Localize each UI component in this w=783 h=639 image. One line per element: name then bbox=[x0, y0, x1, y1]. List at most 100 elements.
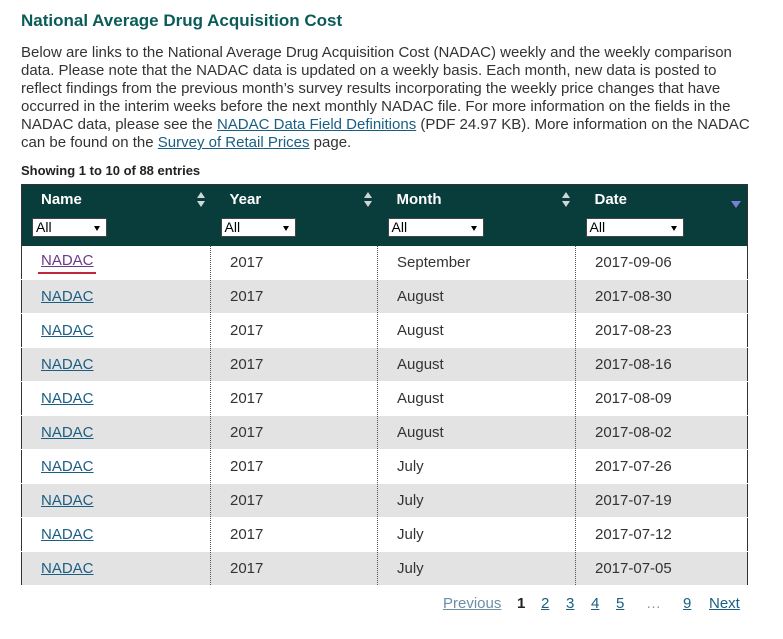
date-cell: 2017-07-26 bbox=[575, 449, 748, 484]
nadac-link[interactable]: NADAC bbox=[41, 560, 94, 577]
intro-text-3: page. bbox=[309, 134, 352, 151]
focus-underline bbox=[38, 271, 96, 274]
dropdown-caret-icon bbox=[94, 226, 100, 231]
page-title: National Average Drug Acquisition Cost bbox=[21, 11, 343, 30]
month-filter-select[interactable]: All bbox=[387, 218, 484, 237]
column-header-month-label: Month bbox=[396, 191, 442, 208]
nadac-link[interactable]: NADAC bbox=[41, 251, 94, 269]
survey-of-retail-prices-link[interactable]: Survey of Retail Prices bbox=[157, 134, 310, 151]
current-page: 1 bbox=[517, 595, 526, 612]
name-cell: NADAC bbox=[21, 449, 211, 484]
month-cell: July bbox=[377, 483, 576, 518]
column-header-year-label: Year bbox=[229, 191, 262, 208]
name-cell: NADAC bbox=[21, 347, 211, 382]
column-header-name-label: Name bbox=[41, 191, 82, 208]
year-cell: 2017 bbox=[210, 279, 378, 314]
year-cell: 2017 bbox=[210, 381, 378, 416]
name-cell: NADAC bbox=[21, 551, 211, 586]
column-header-month[interactable]: Month bbox=[377, 184, 576, 214]
year-cell: 2017 bbox=[210, 517, 378, 552]
filter-cell-name: All bbox=[21, 214, 211, 246]
page-5-button[interactable]: 5 bbox=[616, 595, 625, 612]
month-cell: August bbox=[377, 415, 576, 450]
date-cell: 2017-07-12 bbox=[575, 517, 748, 552]
sort-descending-icon bbox=[731, 201, 741, 208]
next-page-button[interactable]: Next bbox=[709, 595, 740, 612]
date-filter-select[interactable]: All bbox=[585, 218, 684, 237]
nadac-link[interactable]: NADAC bbox=[41, 356, 94, 373]
page-4-button[interactable]: 4 bbox=[591, 595, 600, 612]
year-cell: 2017 bbox=[210, 551, 378, 586]
date-cell: 2017-07-19 bbox=[575, 483, 748, 518]
name-cell: NADAC bbox=[21, 246, 211, 280]
filter-cell-date: All bbox=[575, 214, 748, 246]
nadac-link[interactable]: NADAC bbox=[41, 458, 94, 475]
data-field-definitions-link[interactable]: NADAC Data Field Definitions bbox=[216, 116, 417, 133]
page-3-button[interactable]: 3 bbox=[566, 595, 575, 612]
year-cell: 2017 bbox=[210, 313, 378, 348]
date-cell: 2017-08-02 bbox=[575, 415, 748, 450]
nadac-link[interactable]: NADAC bbox=[41, 390, 94, 407]
date-cell: 2017-09-06 bbox=[575, 246, 748, 280]
intro-text-1: Below are links to the National Average … bbox=[21, 44, 732, 133]
month-cell: August bbox=[377, 347, 576, 382]
month-cell: August bbox=[377, 279, 576, 314]
month-cell: August bbox=[377, 313, 576, 348]
table-row: NADAC 2017 August 2017-08-23 bbox=[21, 313, 748, 348]
intro-text-2: (PDF 24.97 KB). More information on the … bbox=[21, 116, 750, 151]
year-cell: 2017 bbox=[210, 246, 378, 280]
nadac-link[interactable]: NADAC bbox=[41, 322, 94, 339]
column-header-year[interactable]: Year bbox=[210, 184, 378, 214]
sort-icon bbox=[196, 192, 205, 208]
year-cell: 2017 bbox=[210, 483, 378, 518]
month-cell: September bbox=[377, 246, 576, 280]
nadac-table: Name Year Month Date All All All All NAD… bbox=[21, 184, 748, 586]
date-cell: 2017-08-09 bbox=[575, 381, 748, 416]
nadac-link[interactable]: NADAC bbox=[41, 526, 94, 543]
table-row: NADAC 2017 August 2017-08-30 bbox=[21, 279, 748, 314]
table-row: NADAC 2017 September 2017-09-06 bbox=[21, 246, 748, 280]
year-filter-value: All bbox=[224, 219, 241, 235]
pagination-ellipsis: … bbox=[646, 595, 661, 612]
page-9-button[interactable]: 9 bbox=[683, 595, 692, 612]
sort-icon bbox=[363, 192, 372, 208]
date-filter-value: All bbox=[589, 219, 606, 235]
nadac-link[interactable]: NADAC bbox=[41, 492, 94, 509]
month-cell: July bbox=[377, 517, 576, 552]
date-cell: 2017-08-30 bbox=[575, 279, 748, 314]
date-cell: 2017-08-16 bbox=[575, 347, 748, 382]
entries-info: Showing 1 to 10 of 88 entries bbox=[21, 163, 201, 178]
table-row: NADAC 2017 August 2017-08-09 bbox=[21, 381, 748, 416]
date-cell: 2017-07-05 bbox=[575, 551, 748, 586]
month-cell: July bbox=[377, 449, 576, 484]
name-cell: NADAC bbox=[21, 517, 211, 552]
name-cell: NADAC bbox=[21, 483, 211, 518]
dropdown-caret-icon bbox=[282, 226, 289, 231]
name-filter-value: All bbox=[36, 219, 52, 235]
table-row: NADAC 2017 July 2017-07-12 bbox=[21, 517, 748, 552]
name-filter-select[interactable]: All bbox=[32, 218, 107, 237]
previous-page-button[interactable]: Previous bbox=[443, 595, 502, 612]
nadac-link[interactable]: NADAC bbox=[41, 288, 94, 305]
column-header-name[interactable]: Name bbox=[21, 184, 211, 214]
table-row: NADAC 2017 August 2017-08-16 bbox=[21, 347, 748, 382]
name-cell: NADAC bbox=[21, 313, 211, 348]
dropdown-caret-icon bbox=[470, 226, 477, 231]
name-cell: NADAC bbox=[21, 415, 211, 450]
month-filter-value: All bbox=[391, 219, 408, 235]
month-cell: August bbox=[377, 381, 576, 416]
date-cell: 2017-08-23 bbox=[575, 313, 748, 348]
page-2-button[interactable]: 2 bbox=[541, 595, 550, 612]
name-cell: NADAC bbox=[21, 279, 211, 314]
nadac-link[interactable]: NADAC bbox=[41, 424, 94, 441]
filter-cell-year: All bbox=[210, 214, 378, 246]
table-row: NADAC 2017 August 2017-08-02 bbox=[21, 415, 748, 450]
intro-paragraph: Below are links to the National Average … bbox=[21, 44, 751, 152]
year-filter-select[interactable]: All bbox=[220, 218, 296, 237]
month-cell: July bbox=[377, 551, 576, 586]
table-body: NADAC 2017 September 2017-09-06 NADAC 20… bbox=[21, 246, 748, 586]
table-row: NADAC 2017 July 2017-07-26 bbox=[21, 449, 748, 484]
year-cell: 2017 bbox=[210, 449, 378, 484]
column-header-date[interactable]: Date bbox=[575, 184, 748, 214]
